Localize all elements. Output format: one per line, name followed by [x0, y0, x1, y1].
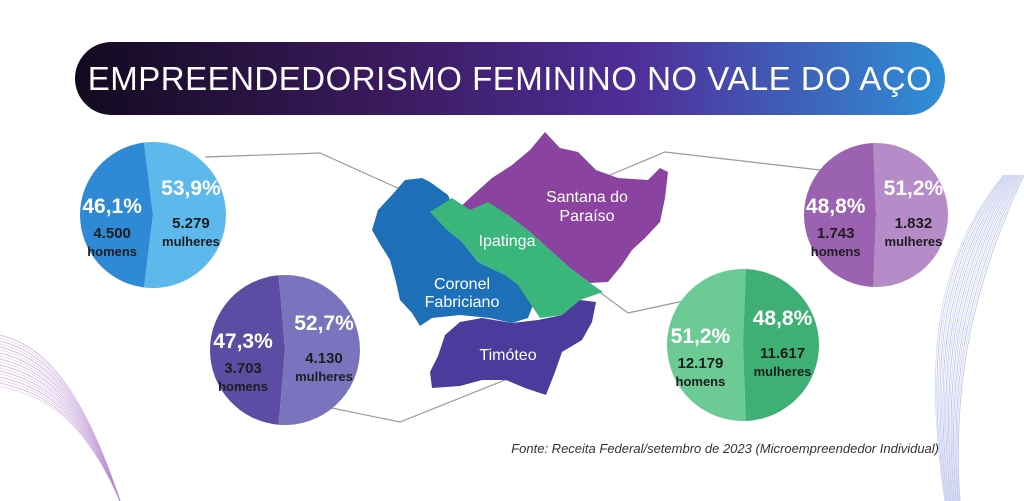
pie-slice-mulheres-santana — [873, 143, 949, 287]
pie-slice-homens-coronel — [79, 142, 153, 288]
swirl-line-right — [957, 174, 1024, 501]
swirl-line-right — [943, 174, 1012, 501]
map-label-timoteo: Timóteo — [479, 347, 536, 364]
map-region-coronel-fabriciano — [372, 178, 535, 326]
pie-slice-mulheres-timoteo — [278, 275, 360, 425]
pie-value-mulheres-ipatinga: 11.617 — [760, 345, 805, 362]
connector-ipatinga — [589, 284, 689, 314]
swirl-line-right — [942, 174, 1010, 501]
pie-slice-mulheres-ipatinga — [743, 269, 820, 421]
pie-value-mulheres-timoteo: 4.130 — [305, 350, 343, 367]
swirl-line-right — [950, 174, 1018, 501]
pie-label-mulheres-coronel: mulheres — [162, 234, 220, 249]
swirl-line-right — [946, 174, 1014, 501]
pie-slice-homens-timoteo — [209, 275, 285, 425]
connector-santana — [609, 151, 821, 176]
pie-label-homens-timoteo: homens — [218, 379, 268, 394]
map-label-santana-line-1: Santana do — [546, 189, 628, 206]
swirl-line-left — [0, 385, 121, 501]
pie-coronel: 46,1% 53,9% 4.500 homens 5.279 mulheres — [79, 142, 226, 288]
swirl-line-right — [938, 174, 1007, 501]
pie-slice-homens-ipatinga — [667, 269, 746, 421]
swirl-line-right — [939, 174, 1008, 501]
map-labels: Santana do Paraíso Ipatinga Coronel Fabr… — [425, 189, 628, 364]
swirl-line-right — [951, 174, 1019, 501]
pie-label-homens-coronel: homens — [87, 244, 137, 259]
pie-value-homens-santana: 1.743 — [817, 225, 855, 242]
region-map — [372, 132, 668, 395]
title-banner: EMPREENDEDORISMO FEMININO NO VALE DO AÇO — [75, 42, 945, 115]
pie-charts: 46,1% 53,9% 4.500 homens 5.279 mulheres 47,3% 5… — [79, 142, 949, 425]
pie-label-homens-santana: homens — [811, 244, 861, 259]
swirl-line-right — [945, 174, 1013, 501]
page-title: EMPREENDEDORISMO FEMININO NO VALE DO AÇO — [87, 59, 933, 97]
pie-percent-homens-coronel: 46,1% — [82, 195, 142, 218]
swirl-line-right — [953, 174, 1020, 501]
pie-percent-mulheres-ipatinga: 48,8% — [753, 307, 813, 330]
pie-value-mulheres-santana: 1.832 — [895, 215, 933, 232]
map-region-timoteo — [430, 300, 596, 395]
connector-timoteo — [321, 377, 511, 423]
map-region-santana-do-paraiso — [455, 132, 668, 283]
pie-value-homens-coronel: 4.500 — [93, 225, 131, 242]
pie-santana: 48,8% 51,2% 1.743 homens 1.832 mulheres — [804, 143, 949, 287]
pie-value-mulheres-coronel: 5.279 — [172, 215, 210, 232]
map-label-ipatinga: Ipatinga — [479, 233, 536, 250]
pie-percent-mulheres-coronel: 53,9% — [161, 177, 221, 200]
pie-percent-mulheres-santana: 51,2% — [884, 177, 944, 200]
pie-label-mulheres-timoteo: mulheres — [295, 369, 353, 384]
swirl-line-right — [936, 174, 1006, 501]
map-region-ipatinga — [430, 198, 603, 318]
pie-percent-mulheres-timoteo: 52,7% — [294, 312, 354, 335]
swirl-line-right — [935, 174, 1004, 501]
pie-label-mulheres-ipatinga: mulheres — [754, 364, 812, 379]
pie-slice-mulheres-coronel — [144, 142, 226, 288]
pie-label-mulheres-santana: mulheres — [885, 234, 943, 249]
swirl-line-right — [941, 174, 1009, 501]
swirl-line-right — [949, 174, 1016, 501]
pie-value-homens-ipatinga: 12.179 — [677, 355, 723, 372]
pie-label-homens-ipatinga: homens — [676, 374, 726, 389]
map-label-coronel-line-2: Fabriciano — [425, 294, 500, 311]
pie-percent-homens-ipatinga: 51,2% — [671, 325, 731, 348]
swirl-line-right — [956, 174, 1024, 501]
pie-ipatinga: 51,2% 48,8% 12.179 homens 11.617 mulheres — [667, 269, 820, 421]
source-note: Fonte: Receita Federal/setembro de 2023 … — [511, 441, 939, 456]
pie-percent-homens-timoteo: 47,3% — [213, 330, 273, 353]
pie-percent-homens-santana: 48,8% — [806, 195, 866, 218]
map-label-coronel-line-1: Coronel — [434, 276, 490, 293]
pie-value-homens-timoteo: 3.703 — [224, 360, 262, 377]
pie-slice-homens-santana — [804, 143, 876, 287]
swirl-line-right — [954, 174, 1021, 501]
pie-timoteo: 47,3% 52,7% 3.703 homens 4.130 mulheres — [209, 275, 360, 425]
connector-coronel — [204, 152, 403, 191]
map-label-santana-line-2: Paraíso — [559, 208, 614, 225]
swirl-line-right — [955, 174, 1022, 501]
swirl-line-right — [948, 174, 1015, 501]
